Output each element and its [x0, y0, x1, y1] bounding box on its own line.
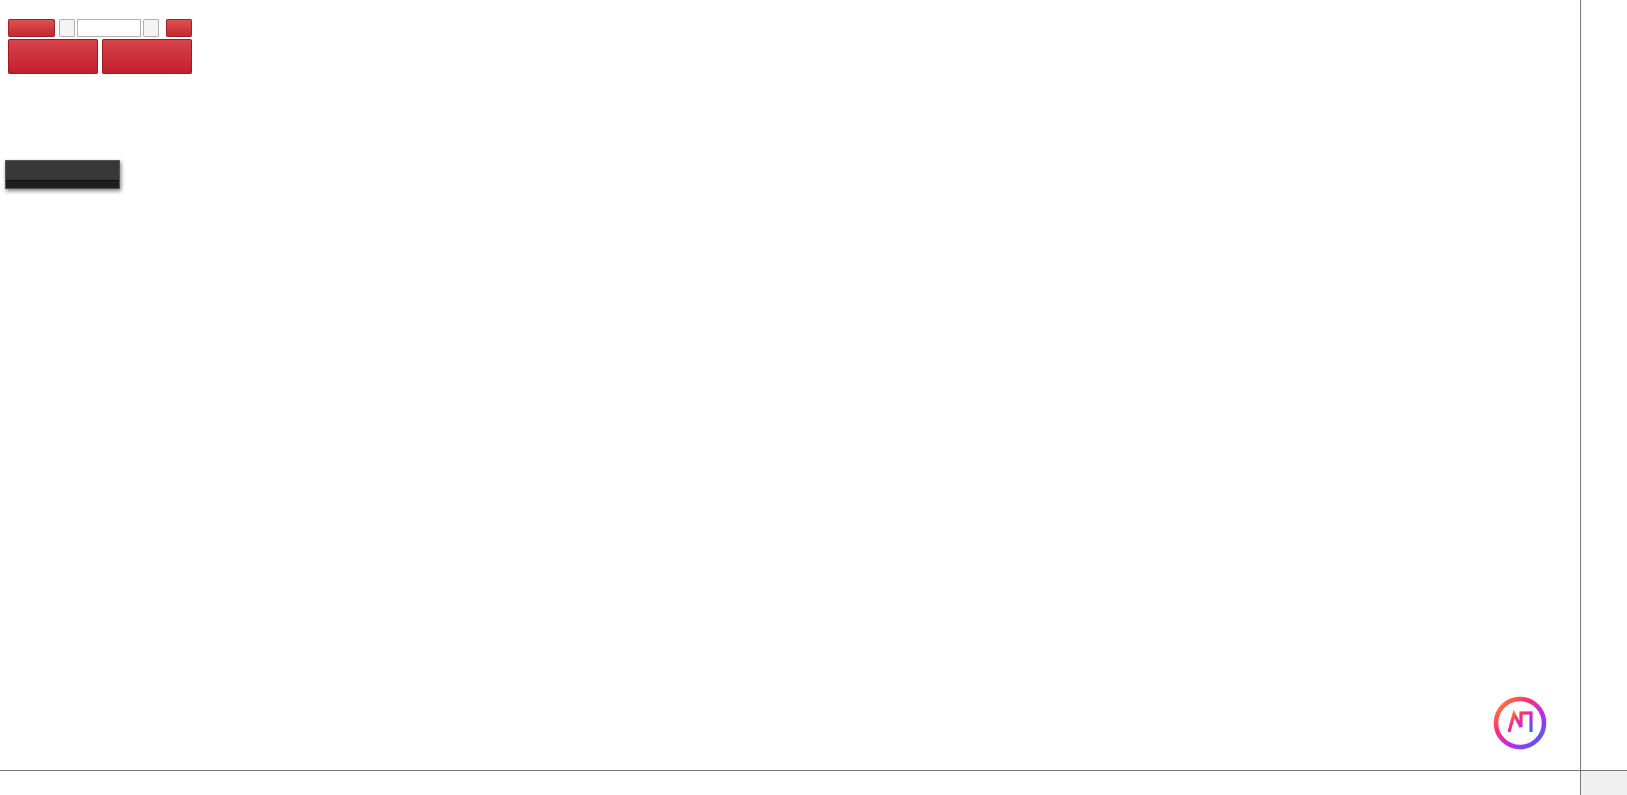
- axis-corner: [1580, 770, 1627, 795]
- buy-button[interactable]: [166, 19, 192, 37]
- sell-price-box[interactable]: [8, 39, 98, 74]
- one-click-trading-panel: [8, 19, 192, 74]
- time-axis[interactable]: [0, 770, 1580, 795]
- chart-area[interactable]: [0, 0, 1580, 770]
- price-axis[interactable]: [1580, 0, 1627, 770]
- volume-decrease-button[interactable]: [59, 19, 75, 37]
- numerology-panel: [5, 160, 120, 189]
- volume-increase-button[interactable]: [143, 19, 159, 37]
- volume-input[interactable]: [77, 19, 141, 37]
- ontrd-logo-icon: [1491, 694, 1549, 757]
- numerology-titlebar[interactable]: [6, 161, 119, 181]
- buy-price-box[interactable]: [102, 39, 192, 74]
- sell-button[interactable]: [8, 19, 55, 37]
